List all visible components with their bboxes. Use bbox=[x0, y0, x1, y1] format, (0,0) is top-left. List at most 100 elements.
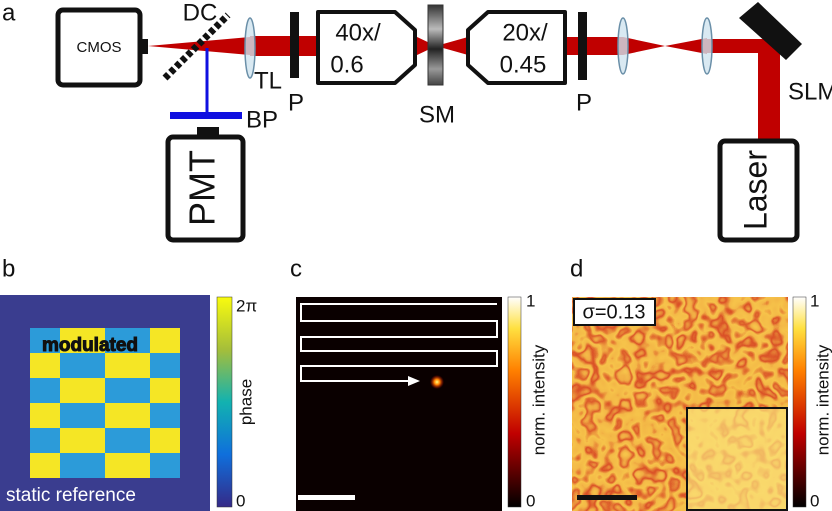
checker-cell bbox=[45, 353, 60, 378]
checker-cell bbox=[75, 328, 90, 353]
checker-cell bbox=[105, 453, 120, 478]
colorbar-max: 1 bbox=[526, 291, 535, 310]
checker-cell bbox=[105, 378, 120, 403]
objective bbox=[316, 10, 417, 85]
colorbar-label: norm. intensity bbox=[813, 344, 832, 455]
component-label: P bbox=[288, 89, 304, 116]
checker-cell bbox=[135, 453, 150, 478]
component-label: DC bbox=[183, 0, 218, 26]
checker-cell bbox=[30, 353, 45, 378]
component-label: 20x/ bbox=[502, 19, 548, 46]
checker-cell bbox=[165, 378, 180, 403]
colorbar-max: 2π bbox=[236, 296, 257, 315]
beam bbox=[623, 37, 665, 55]
checker-cell bbox=[165, 353, 180, 378]
component-label: Laser bbox=[737, 150, 773, 230]
lens bbox=[617, 17, 629, 75]
checker-cell bbox=[30, 453, 45, 478]
checker-cell bbox=[75, 453, 90, 478]
checker-cell bbox=[135, 428, 150, 453]
component-label: P bbox=[576, 89, 592, 116]
beam bbox=[565, 37, 623, 55]
colorbar-min: 0 bbox=[526, 491, 535, 510]
lens bbox=[244, 17, 256, 79]
checker-cell bbox=[150, 403, 165, 428]
beam bbox=[250, 36, 318, 56]
checker-cell bbox=[105, 328, 120, 353]
checker-cell bbox=[165, 428, 180, 453]
checker-cell bbox=[30, 328, 45, 353]
reference-label: static reference bbox=[6, 485, 136, 506]
colorbar-min: 0 bbox=[810, 491, 819, 510]
checker-cell bbox=[60, 353, 75, 378]
checker-cell bbox=[135, 353, 150, 378]
checker-cell bbox=[60, 328, 75, 353]
component-label: CMOS bbox=[77, 39, 122, 56]
polarizer bbox=[578, 12, 587, 80]
objective bbox=[466, 10, 567, 85]
checker-cell bbox=[75, 403, 90, 428]
checker-cell bbox=[75, 353, 90, 378]
panel-label: b bbox=[2, 255, 15, 282]
colorbar-max: 1 bbox=[810, 291, 819, 310]
bandpass-filter bbox=[170, 112, 242, 119]
checker-cell bbox=[90, 403, 105, 428]
checker-cell bbox=[165, 403, 180, 428]
checker-cell bbox=[120, 403, 135, 428]
colorbar bbox=[507, 296, 522, 508]
dichroic bbox=[162, 12, 231, 81]
checker-cell bbox=[75, 378, 90, 403]
checker-cell bbox=[45, 428, 60, 453]
checker-cell bbox=[60, 453, 75, 478]
checker-cell bbox=[60, 428, 75, 453]
sample bbox=[427, 4, 444, 86]
overlay-label: modulated bbox=[42, 335, 138, 356]
scale-bar bbox=[577, 495, 637, 500]
checker-cell bbox=[30, 378, 45, 403]
checker-cell bbox=[45, 378, 60, 403]
colorbar-label: norm. intensity bbox=[529, 344, 548, 455]
panel-label: d bbox=[570, 255, 583, 282]
annotation-box bbox=[573, 298, 656, 326]
component-label: 0.6 bbox=[330, 51, 363, 78]
component-label: 40x/ bbox=[335, 19, 381, 46]
panel-label: a bbox=[2, 0, 16, 26]
checker-cell bbox=[90, 378, 105, 403]
beam bbox=[665, 38, 707, 54]
focus-spot bbox=[430, 375, 444, 389]
checker-cell bbox=[165, 453, 180, 478]
slm bbox=[739, 2, 802, 60]
checker-cell bbox=[105, 428, 120, 453]
component-label: SM bbox=[419, 101, 455, 128]
checker-cell bbox=[90, 353, 105, 378]
beam bbox=[436, 37, 468, 55]
colorbar-label: phase bbox=[236, 379, 255, 425]
annotation: σ=0.13 bbox=[583, 301, 646, 323]
checker-cell bbox=[135, 403, 150, 428]
checker-cell bbox=[165, 328, 180, 353]
checker-cell bbox=[105, 403, 120, 428]
checker-cell bbox=[150, 453, 165, 478]
laser bbox=[717, 138, 800, 243]
connector bbox=[197, 127, 219, 136]
checker-cell bbox=[45, 403, 60, 428]
colorbar bbox=[792, 296, 807, 508]
intensity-image bbox=[296, 297, 502, 511]
colorbar-min: 0 bbox=[236, 491, 245, 510]
checker-cell bbox=[150, 378, 165, 403]
checker-cell bbox=[60, 403, 75, 428]
checker-cell bbox=[135, 378, 150, 403]
panel-label: c bbox=[290, 255, 302, 282]
polarizer bbox=[290, 12, 299, 78]
checker-cell bbox=[135, 328, 150, 353]
arrow-head bbox=[408, 376, 420, 386]
checker-cell bbox=[150, 428, 165, 453]
checker-cell bbox=[150, 328, 165, 353]
lens bbox=[701, 17, 713, 75]
checker-cell bbox=[120, 428, 135, 453]
checker-cell bbox=[120, 378, 135, 403]
component-label: BP bbox=[246, 106, 278, 133]
checker-cell bbox=[30, 428, 45, 453]
checker-cell bbox=[45, 453, 60, 478]
pmt bbox=[165, 134, 246, 243]
